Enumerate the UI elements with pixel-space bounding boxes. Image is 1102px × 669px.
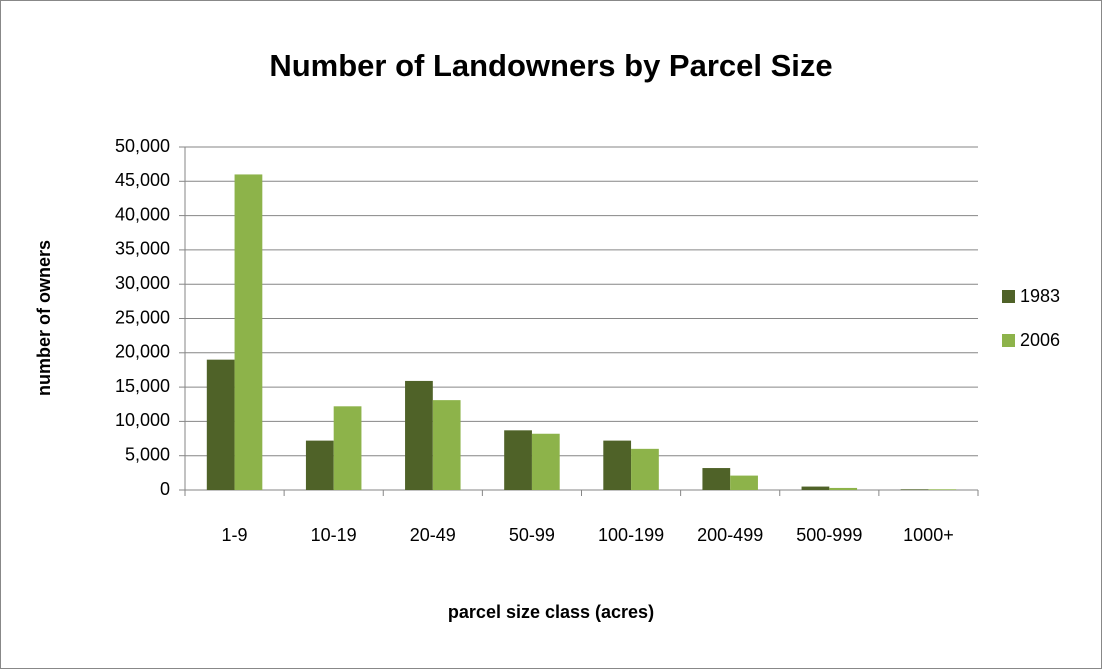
- bar: [928, 489, 957, 490]
- bar: [206, 359, 235, 490]
- legend-label: 1983: [1020, 286, 1060, 306]
- y-tick-label: 25,000: [115, 307, 170, 327]
- y-tick-label: 10,000: [115, 410, 170, 430]
- legend-label: 2006: [1020, 330, 1060, 350]
- bar: [333, 406, 362, 490]
- bar: [631, 448, 659, 490]
- y-tick-label: 5,000: [125, 444, 170, 464]
- legend-swatch: [1002, 334, 1015, 347]
- bar: [531, 433, 560, 490]
- legend-swatch: [1002, 290, 1015, 303]
- x-tick-label: 100-199: [598, 525, 664, 545]
- y-tick-label: 50,000: [115, 136, 170, 156]
- x-axis-label: parcel size class (acres): [448, 602, 654, 622]
- bar: [900, 489, 929, 490]
- bar: [730, 475, 758, 490]
- y-tick-label: 35,000: [115, 239, 170, 259]
- bar: [405, 380, 433, 490]
- bar: [702, 468, 731, 490]
- chart-title: Number of Landowners by Parcel Size: [269, 48, 832, 83]
- x-tick-label: 200-499: [697, 525, 763, 545]
- y-tick-label: 15,000: [115, 376, 170, 396]
- bar: [305, 440, 334, 490]
- y-axis-label: number of owners: [34, 240, 54, 396]
- y-tick-label: 20,000: [115, 342, 170, 362]
- y-tick-label: 0: [160, 479, 170, 499]
- bar: [432, 400, 461, 490]
- bar: [801, 486, 830, 490]
- x-tick-label: 1-9: [222, 525, 248, 545]
- y-tick-label: 45,000: [115, 170, 170, 190]
- x-tick-label: 1000+: [903, 525, 954, 545]
- bar: [829, 487, 858, 490]
- x-tick-label: 10-19: [311, 525, 357, 545]
- bar: [603, 440, 632, 490]
- y-tick-label: 40,000: [115, 204, 170, 224]
- x-tick-label: 50-99: [509, 525, 555, 545]
- y-tick-label: 30,000: [115, 273, 170, 293]
- bar: [504, 430, 532, 490]
- x-tick-label: 500-999: [796, 525, 862, 545]
- x-tick-label: 20-49: [410, 525, 456, 545]
- bar: [234, 174, 263, 490]
